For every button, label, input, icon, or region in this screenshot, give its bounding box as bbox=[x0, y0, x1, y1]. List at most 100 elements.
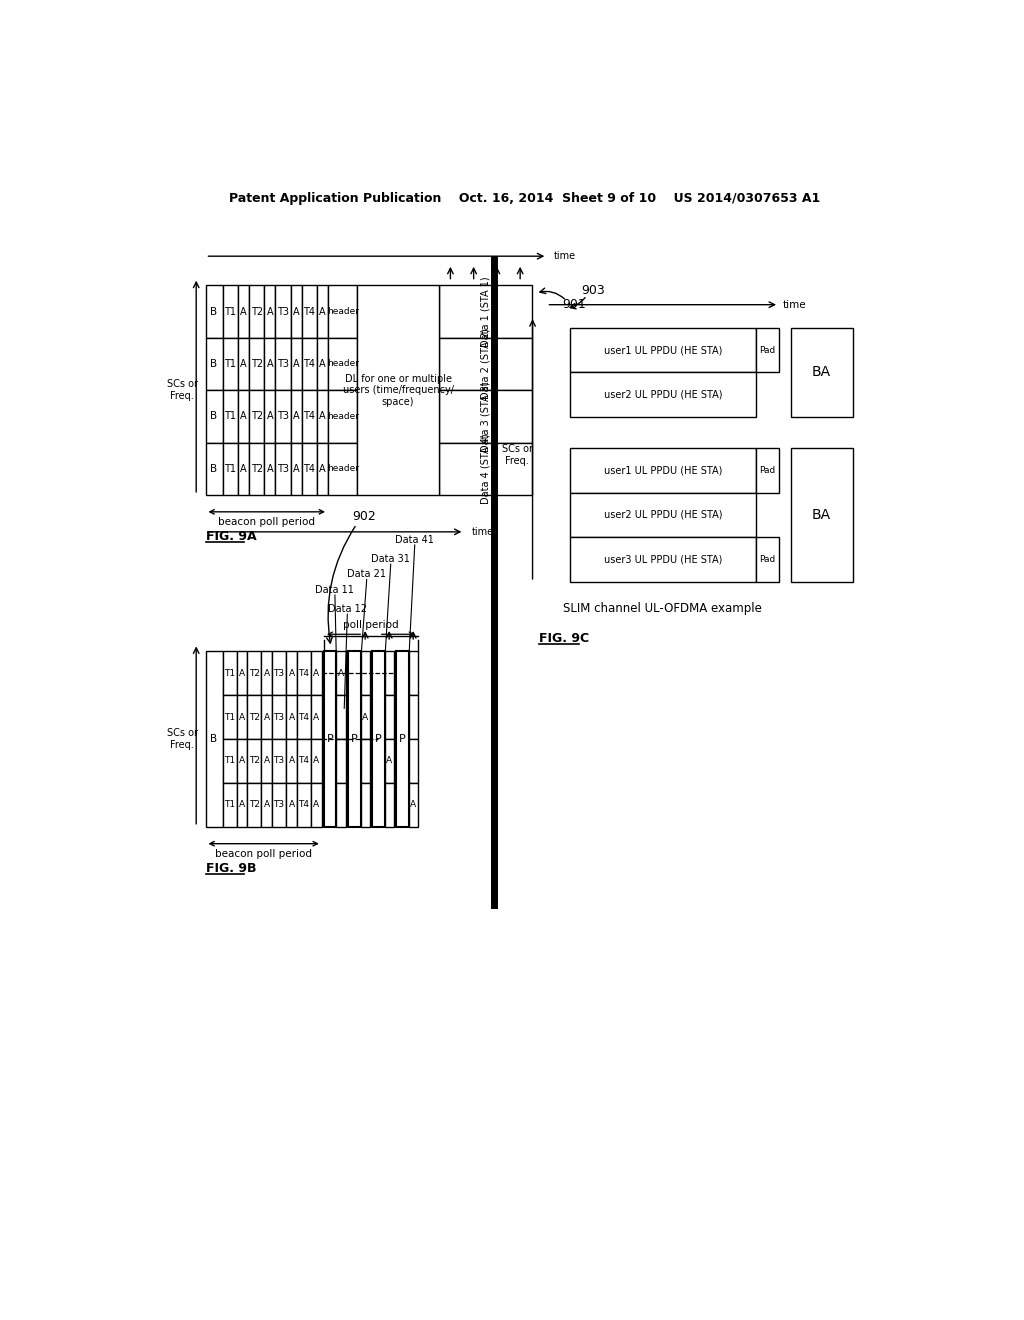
Text: Data 4 (STA 4): Data 4 (STA 4) bbox=[480, 433, 490, 504]
Bar bbox=[756, 447, 779, 492]
Text: A: A bbox=[263, 800, 269, 809]
Bar bbox=[291, 338, 302, 391]
Bar bbox=[297, 651, 311, 696]
Text: header: header bbox=[327, 308, 358, 315]
Bar bbox=[756, 537, 779, 582]
Bar bbox=[438, 391, 531, 442]
Bar bbox=[275, 391, 291, 442]
Bar bbox=[297, 696, 311, 739]
Bar bbox=[328, 338, 357, 391]
Bar bbox=[237, 783, 248, 826]
Text: T4: T4 bbox=[298, 713, 309, 722]
Bar bbox=[275, 338, 291, 391]
Bar bbox=[206, 338, 222, 391]
Text: Data 2 (STA 2): Data 2 (STA 2) bbox=[480, 329, 490, 400]
Bar bbox=[238, 285, 249, 338]
Bar bbox=[238, 338, 249, 391]
Text: A: A bbox=[293, 412, 299, 421]
Bar bbox=[222, 696, 237, 739]
Text: A: A bbox=[241, 412, 247, 421]
Text: T2: T2 bbox=[249, 756, 260, 766]
Text: user1 UL PPDU (HE STA): user1 UL PPDU (HE STA) bbox=[603, 465, 722, 475]
Bar bbox=[272, 783, 286, 826]
Bar bbox=[324, 651, 337, 826]
Text: A: A bbox=[319, 359, 326, 370]
Text: A: A bbox=[239, 756, 245, 766]
Text: P: P bbox=[375, 734, 382, 744]
Bar bbox=[248, 696, 261, 739]
Text: user2 UL PPDU (HE STA): user2 UL PPDU (HE STA) bbox=[603, 389, 722, 400]
Bar bbox=[237, 651, 248, 696]
Text: time: time bbox=[783, 300, 807, 310]
Text: T3: T3 bbox=[273, 800, 285, 809]
Text: P: P bbox=[327, 734, 334, 744]
Text: user2 UL PPDU (HE STA): user2 UL PPDU (HE STA) bbox=[603, 510, 722, 520]
Text: T1: T1 bbox=[224, 800, 236, 809]
Bar bbox=[409, 739, 418, 783]
Bar bbox=[337, 651, 346, 696]
Bar bbox=[311, 696, 322, 739]
Bar bbox=[791, 447, 853, 582]
Bar bbox=[409, 783, 418, 826]
Text: A: A bbox=[241, 463, 247, 474]
Bar bbox=[222, 442, 238, 495]
Text: T4: T4 bbox=[298, 756, 309, 766]
Text: A: A bbox=[293, 306, 299, 317]
Text: 901: 901 bbox=[562, 298, 587, 312]
Text: A: A bbox=[263, 756, 269, 766]
Text: T3: T3 bbox=[278, 463, 289, 474]
Text: T4: T4 bbox=[298, 800, 309, 809]
Text: P: P bbox=[399, 734, 406, 744]
Text: BA: BA bbox=[812, 366, 831, 379]
Text: Data 31: Data 31 bbox=[372, 554, 411, 564]
Text: Pad: Pad bbox=[759, 346, 775, 355]
Text: A: A bbox=[313, 800, 319, 809]
Bar bbox=[337, 696, 346, 739]
Bar bbox=[222, 338, 238, 391]
Bar bbox=[249, 338, 264, 391]
Bar bbox=[238, 391, 249, 442]
Text: T4: T4 bbox=[303, 306, 315, 317]
Text: T1: T1 bbox=[224, 713, 236, 722]
Text: B: B bbox=[211, 306, 217, 317]
Text: FIG. 9C: FIG. 9C bbox=[539, 631, 589, 644]
Text: T3: T3 bbox=[278, 412, 289, 421]
Bar bbox=[791, 327, 853, 417]
Bar bbox=[249, 285, 264, 338]
Bar bbox=[328, 442, 357, 495]
Bar bbox=[438, 442, 531, 495]
Bar bbox=[286, 696, 297, 739]
Text: T1: T1 bbox=[224, 359, 237, 370]
Text: Data 3 (STA 3): Data 3 (STA 3) bbox=[480, 381, 490, 451]
Text: A: A bbox=[289, 756, 295, 766]
Bar bbox=[337, 739, 346, 783]
Bar bbox=[357, 285, 438, 495]
Bar bbox=[264, 285, 275, 338]
Bar bbox=[222, 783, 237, 826]
Bar bbox=[438, 338, 531, 391]
Text: T1: T1 bbox=[224, 669, 236, 677]
Bar bbox=[372, 651, 385, 826]
Text: Patent Application Publication    Oct. 16, 2014  Sheet 9 of 10    US 2014/030765: Patent Application Publication Oct. 16, … bbox=[229, 191, 820, 205]
Bar bbox=[261, 651, 272, 696]
Bar bbox=[286, 739, 297, 783]
Text: header: header bbox=[327, 359, 358, 368]
Text: B: B bbox=[211, 734, 217, 744]
Text: A: A bbox=[313, 756, 319, 766]
Text: B: B bbox=[211, 359, 217, 370]
Text: A: A bbox=[289, 669, 295, 677]
Text: SLIM channel UL-OFDMA example: SLIM channel UL-OFDMA example bbox=[563, 602, 762, 615]
Text: T3: T3 bbox=[278, 359, 289, 370]
Text: user1 UL PPDU (HE STA): user1 UL PPDU (HE STA) bbox=[603, 345, 722, 355]
Text: A: A bbox=[293, 359, 299, 370]
Text: T2: T2 bbox=[251, 359, 263, 370]
Text: A: A bbox=[241, 306, 247, 317]
Text: T2: T2 bbox=[249, 669, 260, 677]
Bar bbox=[206, 651, 222, 826]
Bar bbox=[291, 391, 302, 442]
Bar bbox=[291, 285, 302, 338]
Bar bbox=[302, 338, 317, 391]
Text: A: A bbox=[263, 713, 269, 722]
Text: 902: 902 bbox=[352, 510, 376, 523]
Text: SCs or
Freq.: SCs or Freq. bbox=[167, 379, 198, 401]
